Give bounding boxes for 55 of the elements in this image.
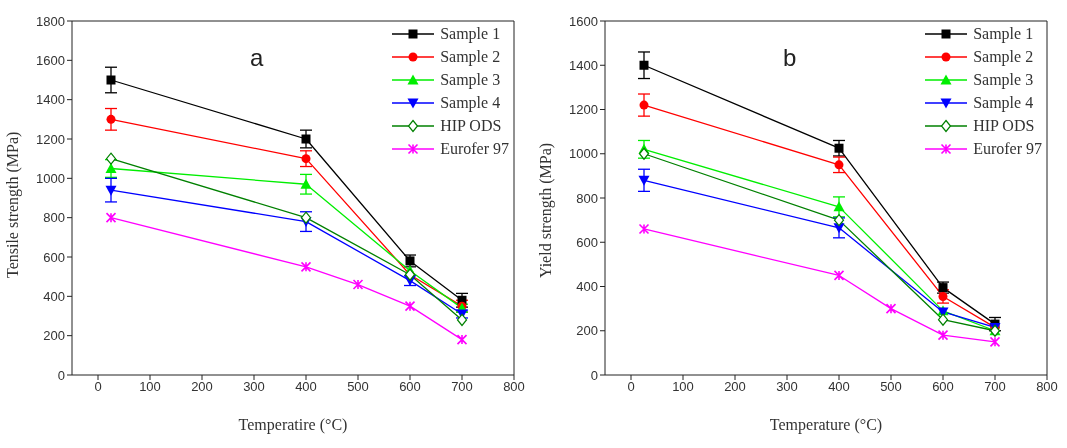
legend-label: Sample 2 <box>973 47 1034 66</box>
y-tick-label: 1000 <box>569 146 598 162</box>
x-tick-label: 0 <box>94 379 102 395</box>
x-tick-label: 400 <box>295 379 317 395</box>
x-tick-label: 0 <box>627 379 635 395</box>
x-axis-title: Temperature (°C) <box>769 416 883 434</box>
legend-label: Sample 1 <box>973 24 1034 43</box>
legend-label: HIP ODS <box>440 116 502 135</box>
x-tick-label: 200 <box>724 379 746 395</box>
y-tick-label: 200 <box>43 328 65 344</box>
annotation: b <box>783 44 797 72</box>
y-tick-label: 800 <box>43 210 65 226</box>
x-tick-label: 600 <box>399 379 421 395</box>
x-tick-label: 400 <box>828 379 850 395</box>
legend-label: Sample 3 <box>973 70 1034 89</box>
x-tick-label: 600 <box>932 379 954 395</box>
y-axis-title: Tensile strength (MPa) <box>3 131 22 278</box>
y-tick-label: 1400 <box>36 92 65 108</box>
y-tick-label: 0 <box>590 367 598 383</box>
y-tick-label: 1600 <box>569 13 598 29</box>
x-tick-label: 500 <box>880 379 902 395</box>
y-tick-label: 400 <box>576 279 598 295</box>
legend-label: Sample 4 <box>440 93 501 112</box>
legend-label: Eurofer 97 <box>440 139 509 158</box>
x-tick-label: 500 <box>347 379 369 395</box>
legend-label: HIP ODS <box>973 116 1035 135</box>
y-tick-label: 400 <box>43 288 65 304</box>
y-tick-label: 1200 <box>36 131 65 147</box>
y-tick-label: 1800 <box>36 13 65 29</box>
y-tick-label: 1400 <box>569 57 598 73</box>
legend-label: Sample 1 <box>440 24 501 43</box>
legend-label: Sample 3 <box>440 70 501 89</box>
y-tick-label: 1200 <box>569 102 598 118</box>
y-axis-title: Yield strength (MPa) <box>536 142 555 278</box>
legend-label: Sample 4 <box>973 93 1034 112</box>
y-tick-label: 200 <box>576 323 598 339</box>
legend-label: Sample 2 <box>440 47 501 66</box>
x-tick-label: 800 <box>503 379 525 395</box>
x-tick-label: 700 <box>451 379 473 395</box>
x-tick-label: 300 <box>243 379 265 395</box>
x-tick-label: 800 <box>1036 379 1058 395</box>
x-tick-label: 700 <box>984 379 1006 395</box>
legend-label: Eurofer 97 <box>973 139 1042 158</box>
x-tick-label: 100 <box>139 379 161 395</box>
y-tick-label: 0 <box>57 367 65 383</box>
y-tick-label: 600 <box>576 234 598 250</box>
x-axis-title: Temperatire (°C) <box>238 416 348 434</box>
y-tick-label: 800 <box>576 190 598 206</box>
y-tick-label: 1600 <box>36 52 65 68</box>
y-tick-label: 600 <box>43 249 65 265</box>
x-tick-label: 100 <box>672 379 694 395</box>
annotation: a <box>250 44 264 72</box>
y-tick-label: 1000 <box>36 170 65 186</box>
x-tick-label: 300 <box>776 379 798 395</box>
x-tick-label: 200 <box>191 379 213 395</box>
